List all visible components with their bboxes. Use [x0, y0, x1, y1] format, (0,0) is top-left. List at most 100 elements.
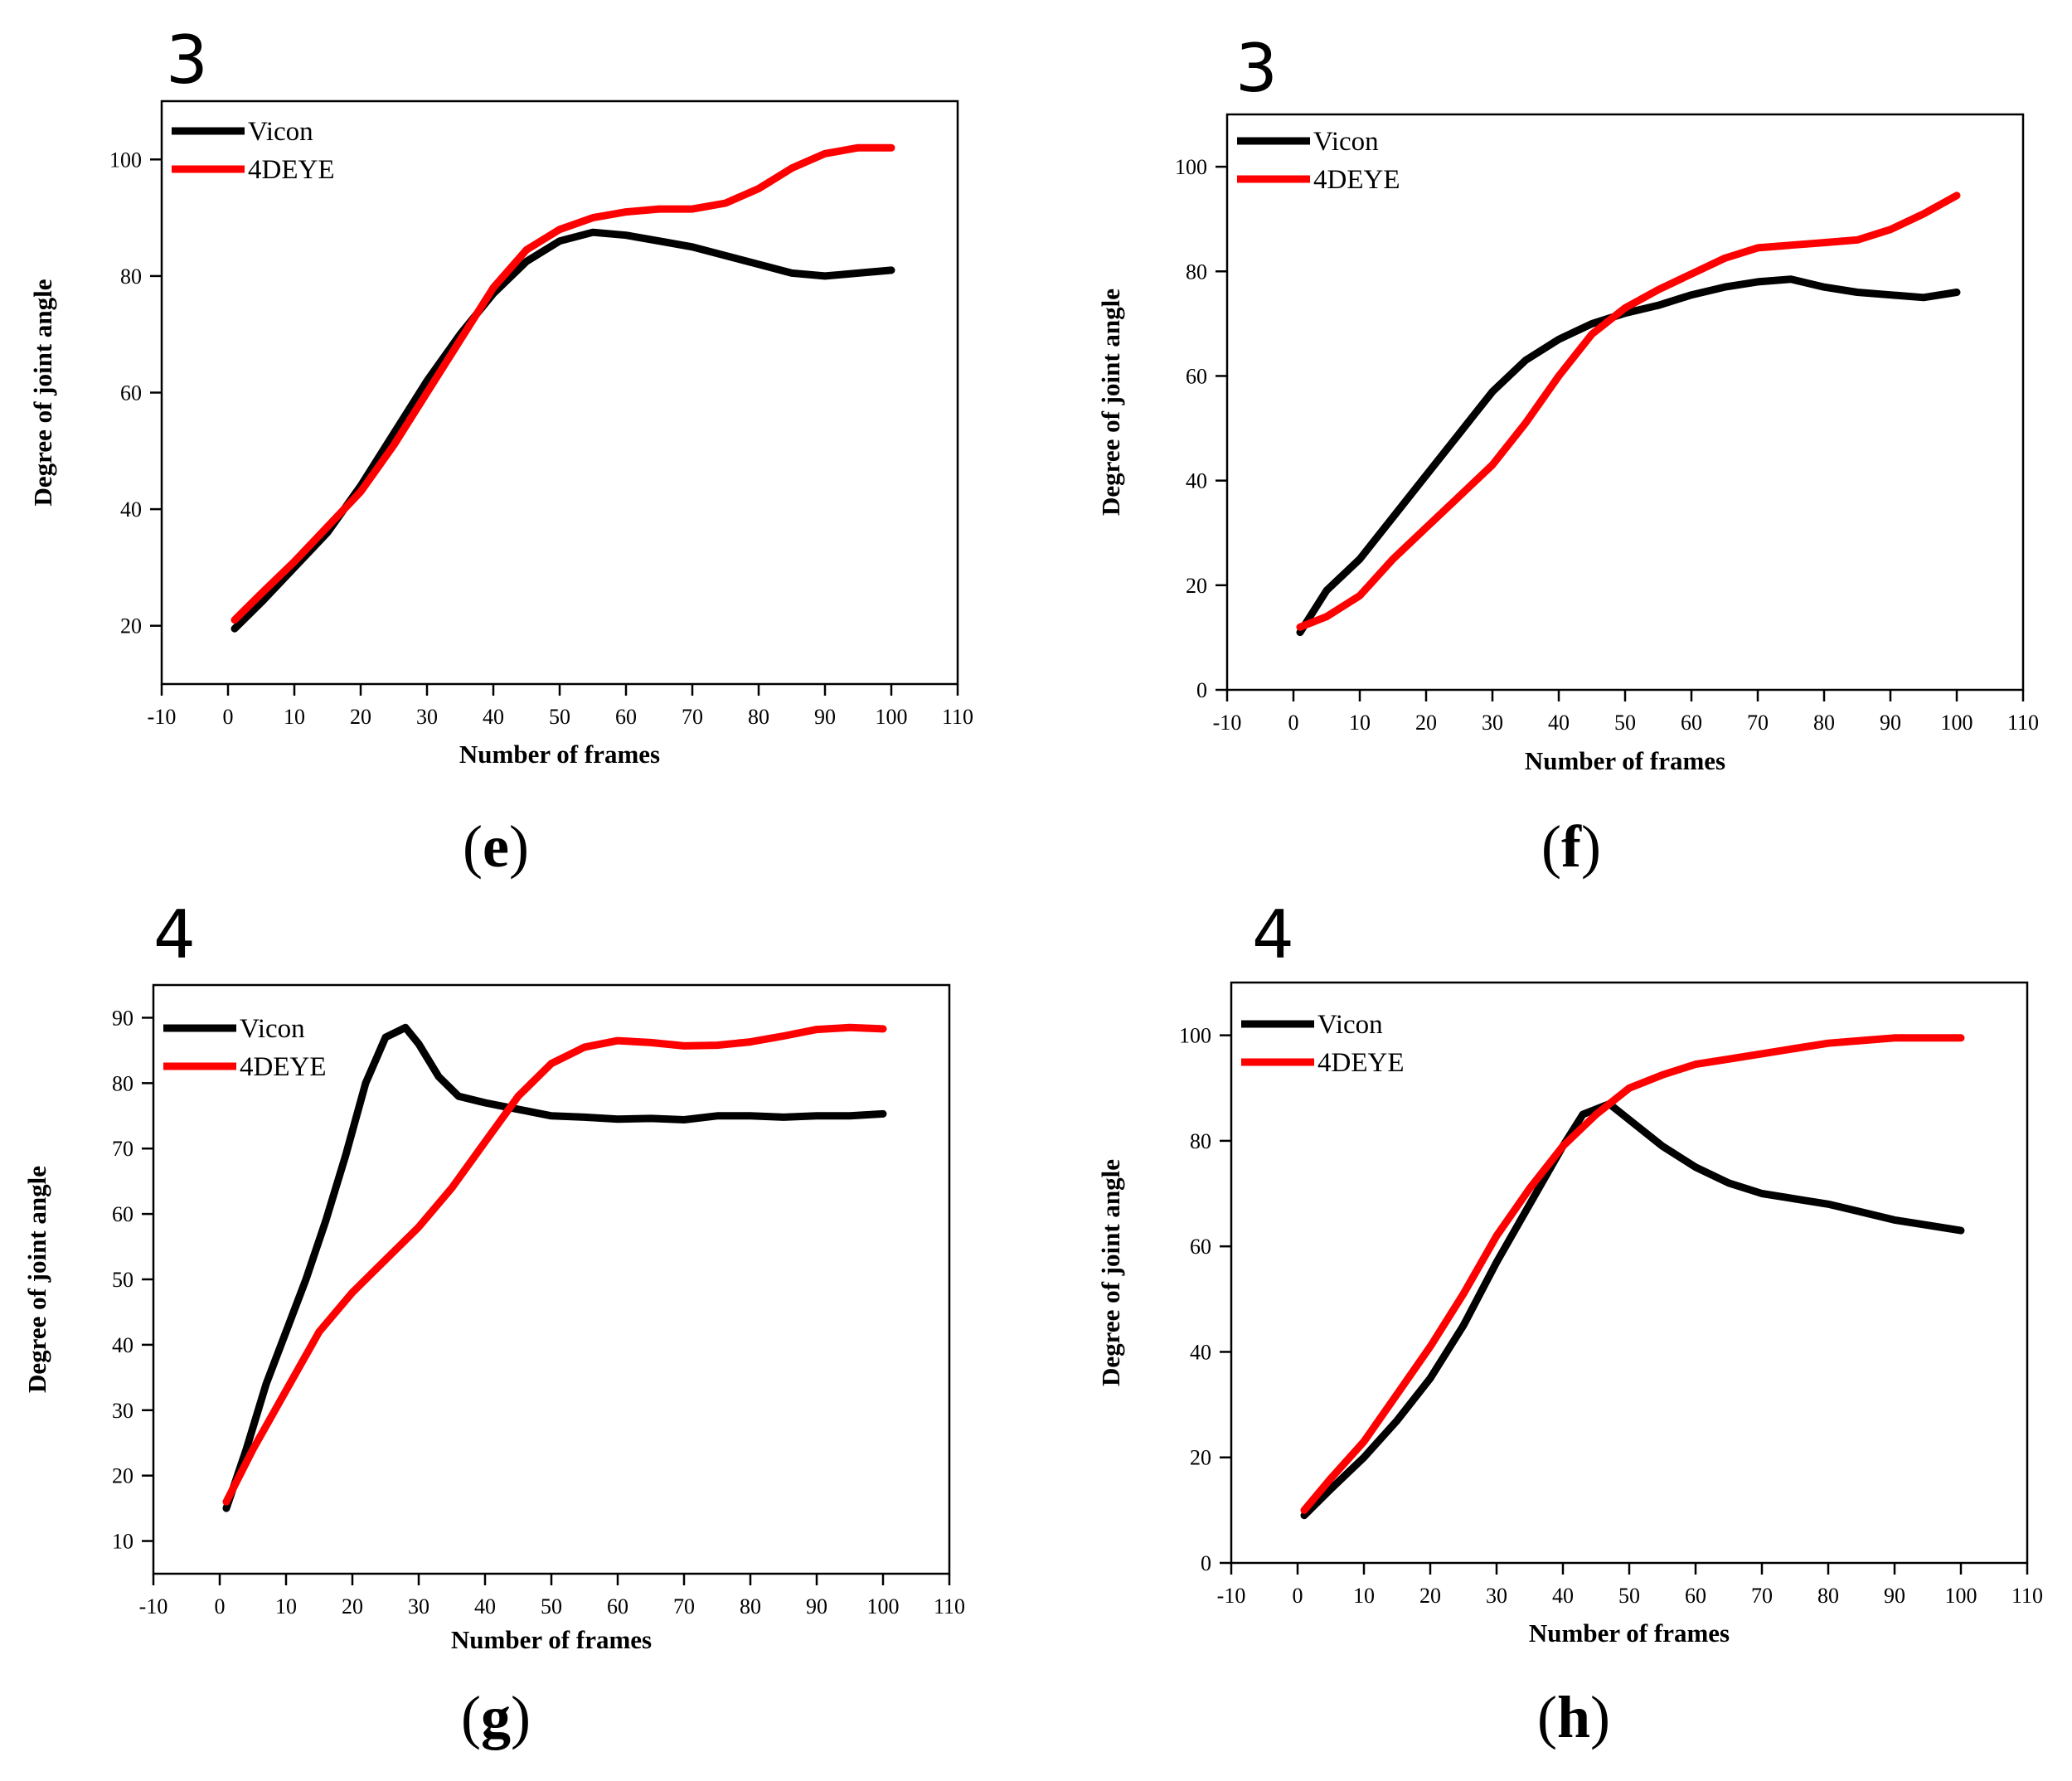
panel-number: 4 [153, 896, 196, 973]
x-tick-label: 110 [2007, 711, 2039, 735]
x-tick-label: 60 [607, 1594, 628, 1618]
x-tick-label: 50 [541, 1594, 562, 1618]
x-tick-label: 80 [1817, 1584, 1839, 1608]
x-axis-title: Number of frames [1525, 746, 1725, 775]
series-line-4deye [230, 143, 895, 624]
series-line-vicon [1300, 1099, 1965, 1520]
x-tick-label: 30 [416, 705, 438, 729]
panel-label: (e) [463, 813, 529, 880]
x-tick-label: 110 [2011, 1584, 2043, 1608]
x-tick-label: 20 [350, 705, 371, 729]
y-tick-label: 0 [1196, 678, 1207, 702]
legend-label: Vicon [1317, 1010, 1383, 1040]
x-tick-label: 50 [1618, 1584, 1640, 1608]
x-tick-label: 110 [934, 1594, 965, 1618]
x-tick-label: 60 [1681, 711, 1702, 735]
x-tick-label: 90 [806, 1594, 827, 1618]
x-tick-label: 80 [748, 705, 769, 729]
y-tick-label: 90 [112, 1006, 133, 1030]
panel-number: 4 [1252, 896, 1294, 973]
panel-label-letter: e [483, 813, 509, 880]
x-tick-label: 30 [1486, 1584, 1507, 1608]
y-axis-title: Degree of joint angle [1096, 1159, 1125, 1386]
y-axis-title: Degree of joint angle [1096, 289, 1125, 516]
x-tick-label: 40 [474, 1594, 496, 1618]
y-tick-label: 80 [1190, 1129, 1211, 1153]
y-tick-label: 100 [1175, 155, 1207, 179]
legend-label: Vicon [1313, 127, 1379, 157]
y-tick-label: 80 [120, 264, 142, 289]
x-tick-label: 100 [867, 1594, 900, 1618]
chart-panel-e: -10 0 10 20 30 40 50 60 70 80 90 100 110 20 40 60 80 100 N… [28, 22, 973, 880]
series-line-4deye [1296, 192, 1961, 631]
x-tick-label: 100 [1941, 711, 1973, 735]
legend-label: 4DEYE [1317, 1048, 1404, 1078]
y-tick-label: 100 [1179, 1024, 1211, 1048]
panel-label: (f) [1541, 813, 1601, 880]
y-tick-label: 60 [1186, 364, 1207, 388]
legend-label: 4DEYE [240, 1052, 326, 1082]
chart-panel-g: -10 0 10 20 30 40 50 60 70 80 90 100 110 10 20 30 40 50 60… [22, 896, 965, 1750]
panel-label: (h) [1537, 1684, 1610, 1750]
plot-frame [160, 99, 959, 686]
x-tick-label: -10 [1213, 711, 1242, 735]
y-tick-label: 10 [112, 1530, 133, 1554]
y-tick-label: 40 [1186, 469, 1207, 493]
x-tick-label: 20 [1419, 1584, 1441, 1608]
x-tick-label: 10 [275, 1594, 297, 1618]
y-tick-label: 60 [120, 381, 142, 405]
y-tick-label: 80 [1186, 260, 1207, 284]
x-tick-label: 60 [1685, 1584, 1706, 1608]
x-axis-title: Number of frames [1529, 1618, 1730, 1648]
series-line-4deye [1300, 1034, 1965, 1514]
x-tick-label: 90 [1884, 1584, 1905, 1608]
y-tick-label: 70 [112, 1137, 133, 1161]
x-axis-title: Number of frames [459, 740, 660, 769]
x-tick-label: 40 [1552, 1584, 1574, 1608]
legend-label: 4DEYE [248, 155, 334, 185]
series-line-vicon [222, 1023, 887, 1512]
chart-panel-f: -10 0 10 20 30 40 50 60 70 80 90 100 110020406080100… [1096, 30, 2039, 880]
chart-panel-h: -10 0 10 20 30 40 50 60 70 80 90 100 110020406080100… [1096, 896, 2043, 1750]
y-tick-label: 30 [112, 1399, 133, 1423]
x-tick-label: -10 [1217, 1584, 1246, 1608]
x-tick-label: 0 [1293, 1584, 1303, 1608]
y-tick-label: 40 [112, 1333, 133, 1357]
series-line-4deye [222, 1023, 887, 1506]
x-tick-label: 20 [1415, 711, 1437, 735]
y-tick-label: 40 [1190, 1340, 1211, 1364]
x-tick-label: -10 [139, 1594, 168, 1618]
y-tick-label: 0 [1201, 1551, 1211, 1575]
x-tick-label: 40 [483, 705, 504, 729]
panel-label-letter: f [1561, 813, 1582, 880]
x-tick-label: 50 [1614, 711, 1636, 735]
x-tick-label: 30 [408, 1594, 429, 1618]
x-tick-label: 100 [1945, 1584, 1977, 1608]
panel-label-letter: h [1557, 1684, 1590, 1750]
x-tick-label: 70 [1751, 1584, 1773, 1608]
y-tick-label: 50 [112, 1268, 133, 1292]
panel-label: (g) [461, 1684, 531, 1750]
x-tick-label: -10 [148, 705, 177, 729]
y-tick-label: 20 [120, 614, 142, 638]
x-tick-label: 40 [1548, 711, 1570, 735]
x-tick-label: 80 [740, 1594, 761, 1618]
legend-label: 4DEYE [1313, 165, 1400, 195]
series-line-vicon [1296, 275, 1961, 637]
legend-label: Vicon [248, 117, 313, 147]
x-tick-label: 20 [342, 1594, 363, 1618]
y-tick-label: 20 [112, 1464, 133, 1488]
y-axis-title: Degree of joint angle [28, 279, 57, 506]
x-tick-label: 70 [1747, 711, 1769, 735]
x-tick-label: 0 [223, 705, 234, 729]
x-tick-label: 100 [876, 705, 908, 729]
legend-label: Vicon [240, 1014, 305, 1044]
y-tick-label: 80 [112, 1071, 133, 1095]
x-tick-label: 10 [284, 705, 305, 729]
panel-label-letter: g [481, 1684, 511, 1750]
panel-number: 3 [166, 22, 208, 99]
series-line-vicon [230, 228, 895, 633]
x-tick-label: 90 [814, 705, 836, 729]
x-tick-label: 10 [1353, 1584, 1375, 1608]
y-tick-label: 20 [1186, 574, 1207, 598]
